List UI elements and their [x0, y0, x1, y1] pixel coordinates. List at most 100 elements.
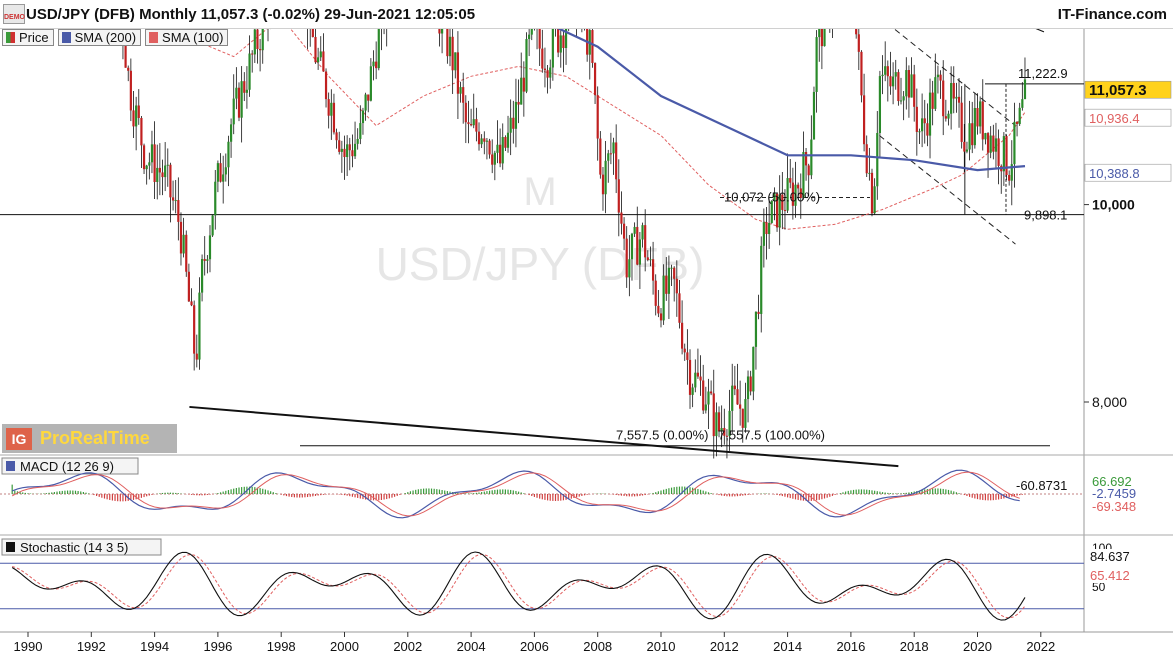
candle-body	[926, 123, 929, 136]
demo-logo-icon: DEMO	[3, 4, 25, 24]
candle-body	[620, 212, 623, 224]
candle-body	[644, 225, 647, 258]
legend-sma-100-label: SMA (100)	[162, 30, 224, 45]
stoch-title: Stochastic (14 3 5)	[20, 540, 128, 555]
candle-body	[317, 57, 320, 63]
candle-body	[251, 53, 254, 55]
x-tick-label: 2016	[836, 639, 865, 654]
candle-body	[662, 275, 665, 321]
candle-body	[177, 200, 180, 222]
candle-body	[725, 435, 729, 437]
candle-body	[491, 154, 494, 165]
candle-body	[190, 301, 193, 306]
price-legend: Price SMA (200) SMA (100)	[2, 29, 229, 46]
candle-body	[910, 74, 913, 98]
candle-body	[169, 164, 172, 198]
x-tick-label: 2010	[647, 639, 676, 654]
candle-body	[208, 235, 212, 260]
candle-body	[905, 70, 908, 97]
candle-body	[327, 99, 330, 116]
candle-body	[778, 194, 781, 228]
candle-body	[1008, 174, 1011, 181]
candle-body	[971, 123, 974, 146]
candle-body	[509, 117, 512, 133]
candle-body	[256, 29, 259, 50]
candle-body	[367, 94, 370, 101]
candle-body	[1013, 121, 1016, 165]
candle-body	[670, 267, 673, 269]
candle-body	[514, 101, 518, 129]
legend-sma-200[interactable]: SMA (200)	[57, 29, 142, 46]
candle-body	[158, 167, 161, 173]
candle-body	[984, 133, 987, 140]
candle-body	[517, 101, 520, 105]
x-tick-label: 1998	[267, 639, 296, 654]
y-tick-label: 10,000	[1092, 197, 1135, 213]
candle-body	[667, 267, 671, 294]
candle-body	[214, 181, 217, 216]
candle-body	[810, 139, 813, 176]
candle-body	[960, 102, 963, 142]
candle-body	[741, 408, 744, 428]
candle-body	[135, 105, 138, 127]
candle-body	[873, 186, 876, 214]
candle-body	[182, 234, 185, 254]
candle-body	[696, 372, 700, 377]
ig-logo-icon: IG	[6, 427, 32, 450]
candle-body	[504, 137, 507, 148]
y-tick-label: 8,000	[1092, 394, 1127, 410]
candle-body	[206, 259, 209, 261]
candle-body	[140, 117, 143, 146]
candle-body	[797, 184, 800, 189]
candle-body	[153, 144, 156, 182]
legend-price[interactable]: Price	[2, 29, 54, 46]
candle-body	[185, 234, 188, 272]
candle-body	[216, 163, 219, 182]
candle-body	[723, 428, 726, 436]
candle-body	[673, 267, 676, 279]
candle-body	[992, 135, 995, 152]
candle-body	[899, 100, 903, 102]
candle-body	[762, 222, 765, 246]
candle-body	[314, 36, 317, 63]
candle-body	[546, 70, 549, 78]
candle-body	[164, 165, 167, 178]
candle-body	[454, 52, 457, 71]
watermark-period: M	[523, 170, 556, 214]
candle-body	[868, 172, 871, 174]
candle-body	[897, 72, 900, 102]
candle-body	[227, 141, 230, 168]
candle-body	[902, 96, 905, 101]
candle-body	[1021, 99, 1024, 108]
candle-body	[161, 172, 164, 178]
candle-body	[712, 393, 715, 437]
candle-body	[369, 66, 372, 101]
candle-body	[593, 62, 597, 96]
candle-body	[633, 226, 636, 234]
candle-body	[525, 39, 528, 92]
candle-body	[559, 35, 562, 53]
candle-body	[203, 259, 206, 261]
price-annotation: 7,557.5 (100.00%)	[718, 428, 825, 443]
macd-signal-line	[11, 471, 1020, 517]
x-tick-label: 1990	[14, 639, 43, 654]
candle-body	[253, 29, 256, 55]
candle-body	[464, 102, 467, 123]
candle-body	[710, 391, 713, 394]
watermark-symbol: USD/JPY (DFB)	[376, 238, 705, 290]
candle-body	[243, 81, 246, 93]
channel-upper-line	[879, 16, 1016, 127]
candle-body	[802, 152, 805, 198]
stoch-tick-50: 50	[1092, 580, 1106, 594]
legend-sma-200-label: SMA (200)	[74, 30, 137, 45]
candle-body	[1015, 121, 1019, 125]
candle-body	[528, 34, 531, 40]
candle-body	[681, 322, 684, 349]
candle-body	[717, 412, 721, 432]
candle-body	[219, 163, 222, 182]
candle-body	[865, 144, 868, 174]
legend-sma-100[interactable]: SMA (100)	[145, 29, 229, 46]
candle-body	[707, 391, 710, 405]
legend-price-label: Price	[19, 30, 49, 45]
